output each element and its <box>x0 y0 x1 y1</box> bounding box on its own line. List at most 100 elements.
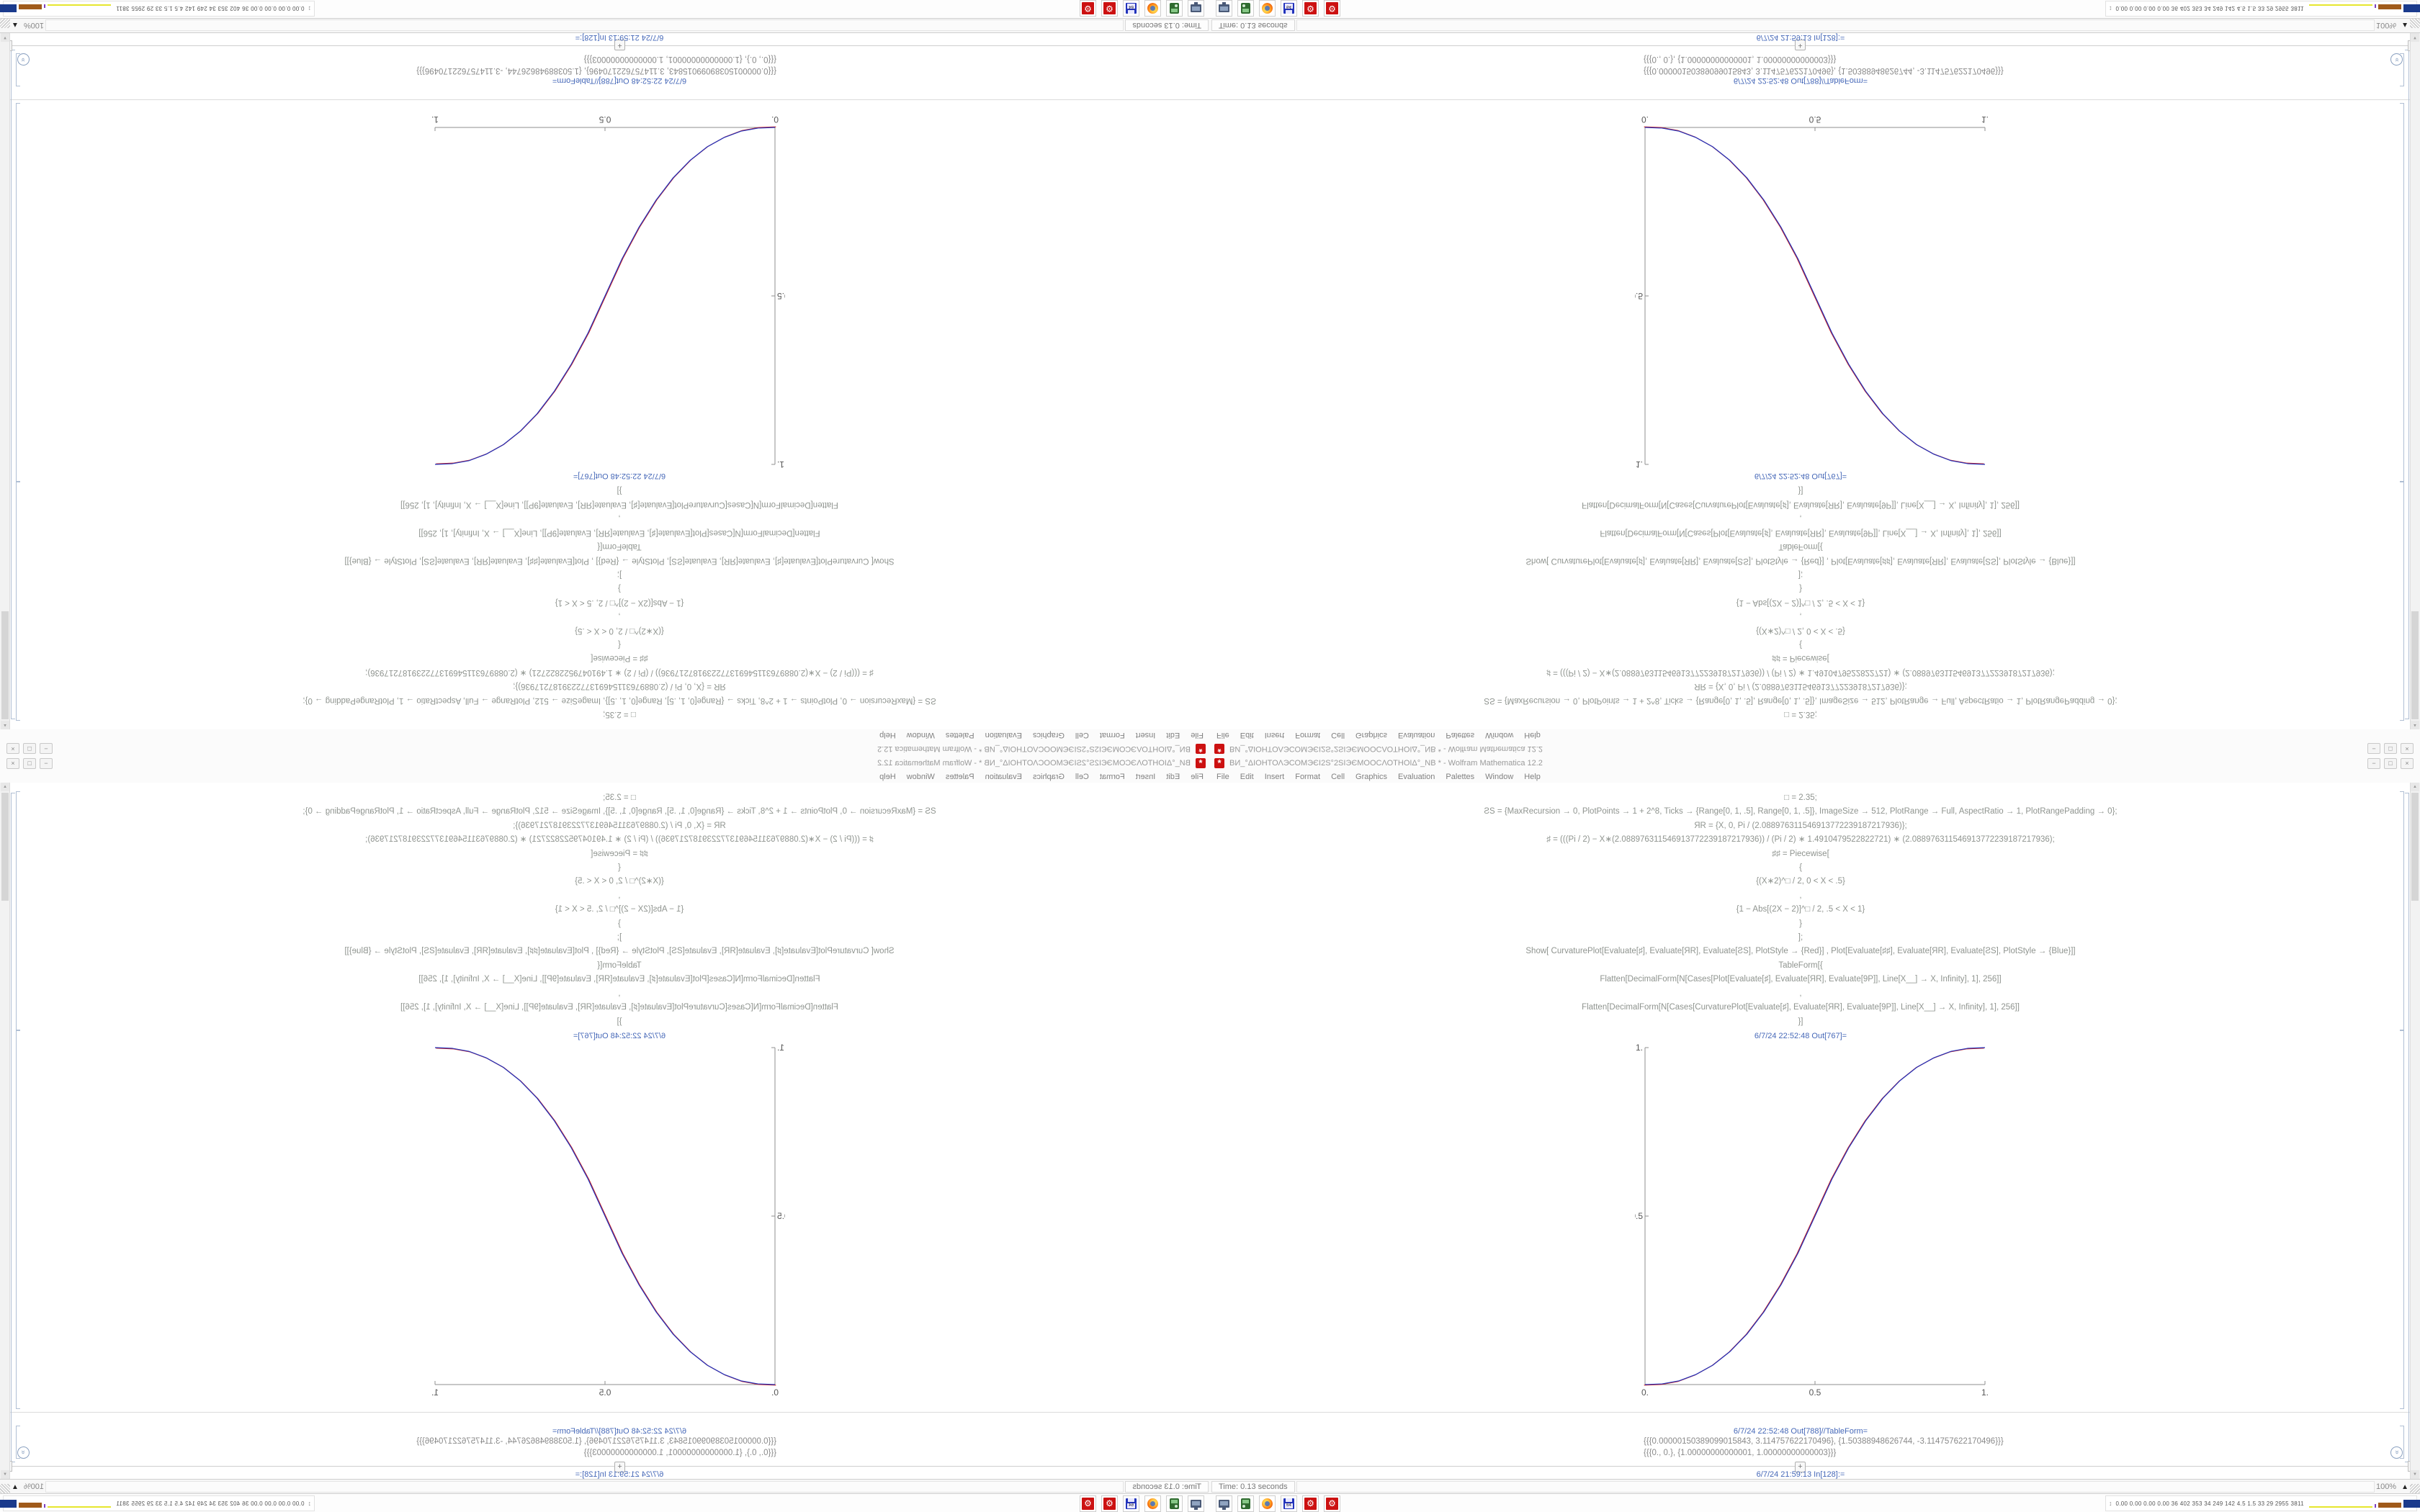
title-bar[interactable]: * ВИ_°ΔΙΟΗΤΟΛЭСОМЭЄІ2Ѕ°2ЅІЭЄМООСΛΟΤΗΟΙΔ°… <box>0 741 1210 756</box>
menu-item-window[interactable]: Window <box>1485 772 1514 781</box>
minimize-button[interactable]: − <box>2367 743 2380 755</box>
input-cell-bracket[interactable] <box>2400 791 2404 1030</box>
cell-insertion-line[interactable]: + <box>1210 40 2410 50</box>
plot-output-cell-bracket[interactable] <box>2400 103 2404 482</box>
cell-insertion-line[interactable]: + <box>10 40 1210 50</box>
menu-item-window[interactable]: Window <box>906 731 935 740</box>
menu-item-format[interactable]: Format <box>1295 731 1321 740</box>
menu-item-file[interactable]: File <box>1216 772 1229 781</box>
menu-item-window[interactable]: Window <box>1485 731 1514 740</box>
insert-cell-plus-button[interactable]: + <box>1795 1462 1806 1472</box>
menu-item-graphics[interactable]: Graphics <box>1032 772 1065 781</box>
screenshot-tool-launcher[interactable] <box>1188 0 1204 17</box>
menu-item-window[interactable]: Window <box>906 772 935 781</box>
menu-item-graphics[interactable]: Graphics <box>1355 731 1388 740</box>
zoom-level[interactable]: 100% <box>23 1482 45 1491</box>
settings-app-launcher-2[interactable]: ⚙ <box>1080 1495 1096 1512</box>
firefox-launcher[interactable] <box>1144 0 1161 17</box>
firefox-launcher[interactable] <box>1259 1495 1276 1512</box>
maximize-button[interactable]: □ <box>23 743 36 755</box>
window-resize-grip[interactable] <box>0 18 10 28</box>
title-bar[interactable]: * ВИ_°ΔΙΟΗΤΟΛЭСОМЭЄІ2Ѕ°2ЅІЭЄМООСΛΟΤΗΟΙΔ°… <box>1210 756 2420 771</box>
scrollbar-thumb[interactable] <box>2411 793 2419 901</box>
notebook-area[interactable]: □ = 2.35; ƧS = {MaxRecursion → 0, PlotPo… <box>0 783 1210 1479</box>
plot-output-cell-bracket[interactable] <box>16 103 20 482</box>
title-bar[interactable]: * ВИ_°ΔΙΟΗΤΟΛЭСОМЭЄІ2Ѕ°2ЅІЭЄМООСΛΟΤΗΟΙΔ°… <box>0 756 1210 771</box>
menu-item-evaluation[interactable]: Evaluation <box>1398 772 1435 781</box>
menu-item-evaluation[interactable]: Evaluation <box>1398 731 1435 740</box>
title-bar[interactable]: * ВИ_°ΔΙΟΗΤΟΛЭСОМЭЄІ2Ѕ°2ЅІЭЄМООСΛΟΤΗΟΙΔ°… <box>1210 741 2420 756</box>
menu-item-insert[interactable]: Insert <box>1264 731 1285 740</box>
warning-triangle-icon[interactable]: ▲ <box>12 1482 19 1491</box>
menu-item-palettes[interactable]: Palettes <box>1446 731 1475 740</box>
menu-item-cell[interactable]: Cell <box>1075 731 1089 740</box>
menu-item-help[interactable]: Help <box>1524 772 1541 781</box>
cell-group-bracket[interactable] <box>11 793 15 1462</box>
vertical-scrollbar[interactable]: ▲ ▼ <box>2410 783 2420 1479</box>
screenshot-tool-launcher[interactable] <box>1216 1495 1232 1512</box>
menu-item-evaluation[interactable]: Evaluation <box>985 772 1022 781</box>
input-code-cell[interactable]: □ = 2.35; ƧS = {MaxRecursion → 0, PlotPo… <box>29 791 1210 1029</box>
cell-group-bracket[interactable] <box>2405 793 2409 1462</box>
menu-item-cell[interactable]: Cell <box>1331 772 1345 781</box>
screenshot-tool-launcher[interactable] <box>1216 0 1232 17</box>
system-monitor-widget[interactable]: ↕ 0.00 0.00 0.00 0.00 36 402 353 34 249 … <box>0 1495 315 1511</box>
input-code-cell[interactable]: □ = 2.35; ƧS = {MaxRecursion → 0, PlotPo… <box>1210 791 2391 1029</box>
scrollbar-thumb[interactable] <box>1 611 9 719</box>
vertical-scrollbar[interactable]: ▲ ▼ <box>0 783 10 1479</box>
scrollbar-up-arrow[interactable]: ▲ <box>1 783 9 791</box>
settings-app-launcher-1[interactable]: ⚙ <box>1101 1495 1118 1512</box>
zoom-level[interactable]: 100% <box>23 21 45 30</box>
table-output-cell-bracket[interactable] <box>16 53 20 86</box>
menu-item-format[interactable]: Format <box>1099 731 1125 740</box>
screenshot-tool-launcher[interactable] <box>1188 1495 1204 1512</box>
menu-item-cell[interactable]: Cell <box>1075 772 1089 781</box>
menu-item-format[interactable]: Format <box>1295 772 1321 781</box>
menu-item-insert[interactable]: Insert <box>1264 772 1285 781</box>
settings-app-launcher-1[interactable]: ⚙ <box>1302 1495 1319 1512</box>
disk-utility-launcher[interactable]: 64 <box>1123 1495 1139 1512</box>
window-resize-grip[interactable] <box>2410 18 2420 28</box>
settings-app-launcher-1[interactable]: ⚙ <box>1302 0 1319 17</box>
settings-app-launcher-2[interactable]: ⚙ <box>1324 1495 1340 1512</box>
menu-item-file[interactable]: File <box>1216 731 1229 740</box>
window-resize-grip[interactable] <box>0 1484 10 1494</box>
notebook-area[interactable]: □ = 2.35; ƧS = {MaxRecursion → 0, PlotPo… <box>1210 783 2420 1479</box>
firefox-launcher[interactable] <box>1259 0 1276 17</box>
menu-item-palettes[interactable]: Palettes <box>945 731 974 740</box>
menu-item-insert[interactable]: Insert <box>1135 731 1156 740</box>
cell-group-bracket[interactable] <box>2405 50 2409 719</box>
scrollbar-down-arrow[interactable]: ▼ <box>2411 1470 2419 1479</box>
plot-output-cell-bracket[interactable] <box>2400 1030 2404 1409</box>
menu-item-graphics[interactable]: Graphics <box>1032 731 1065 740</box>
menu-item-format[interactable]: Format <box>1099 772 1125 781</box>
menu-item-edit[interactable]: Edit <box>1166 772 1180 781</box>
plot-output-cell-bracket[interactable] <box>16 1030 20 1409</box>
menu-item-file[interactable]: File <box>1191 731 1204 740</box>
menu-item-edit[interactable]: Edit <box>1240 731 1254 740</box>
close-button[interactable]: × <box>2401 757 2414 769</box>
firefox-launcher[interactable] <box>1144 1495 1161 1512</box>
scrollbar-up-arrow[interactable]: ▲ <box>1 721 9 729</box>
disk-utility-launcher[interactable]: 64 <box>1123 0 1139 17</box>
system-monitor-widget[interactable]: ↕ 0.00 0.00 0.00 0.00 36 402 353 34 249 … <box>2105 1 2420 17</box>
warning-triangle-icon[interactable]: ▲ <box>12 21 19 30</box>
close-button[interactable]: × <box>2401 743 2414 755</box>
zoom-level[interactable]: 100% <box>2375 1482 2397 1491</box>
scroll-to-bottom-button[interactable]: » <box>2390 1446 2403 1459</box>
settings-app-launcher-1[interactable]: ⚙ <box>1101 0 1118 17</box>
menu-item-graphics[interactable]: Graphics <box>1355 772 1388 781</box>
menu-item-cell[interactable]: Cell <box>1331 731 1345 740</box>
menu-item-edit[interactable]: Edit <box>1166 731 1180 740</box>
notebook-area[interactable]: □ = 2.35; ƧS = {MaxRecursion → 0, PlotPo… <box>1210 33 2420 729</box>
disk-utility-launcher[interactable]: 64 <box>1281 0 1297 17</box>
cell-insertion-line[interactable]: + <box>10 1462 1210 1472</box>
device-app-launcher[interactable] <box>1237 1495 1254 1512</box>
menu-item-palettes[interactable]: Palettes <box>1446 772 1475 781</box>
cell-group-bracket[interactable] <box>11 50 15 719</box>
input-cell-bracket[interactable] <box>16 482 20 721</box>
system-monitor-widget[interactable]: ↕ 0.00 0.00 0.00 0.00 36 402 353 34 249 … <box>2105 1495 2420 1511</box>
disk-utility-launcher[interactable]: 64 <box>1281 1495 1297 1512</box>
menu-item-edit[interactable]: Edit <box>1240 772 1254 781</box>
minimize-button[interactable]: − <box>40 743 53 755</box>
